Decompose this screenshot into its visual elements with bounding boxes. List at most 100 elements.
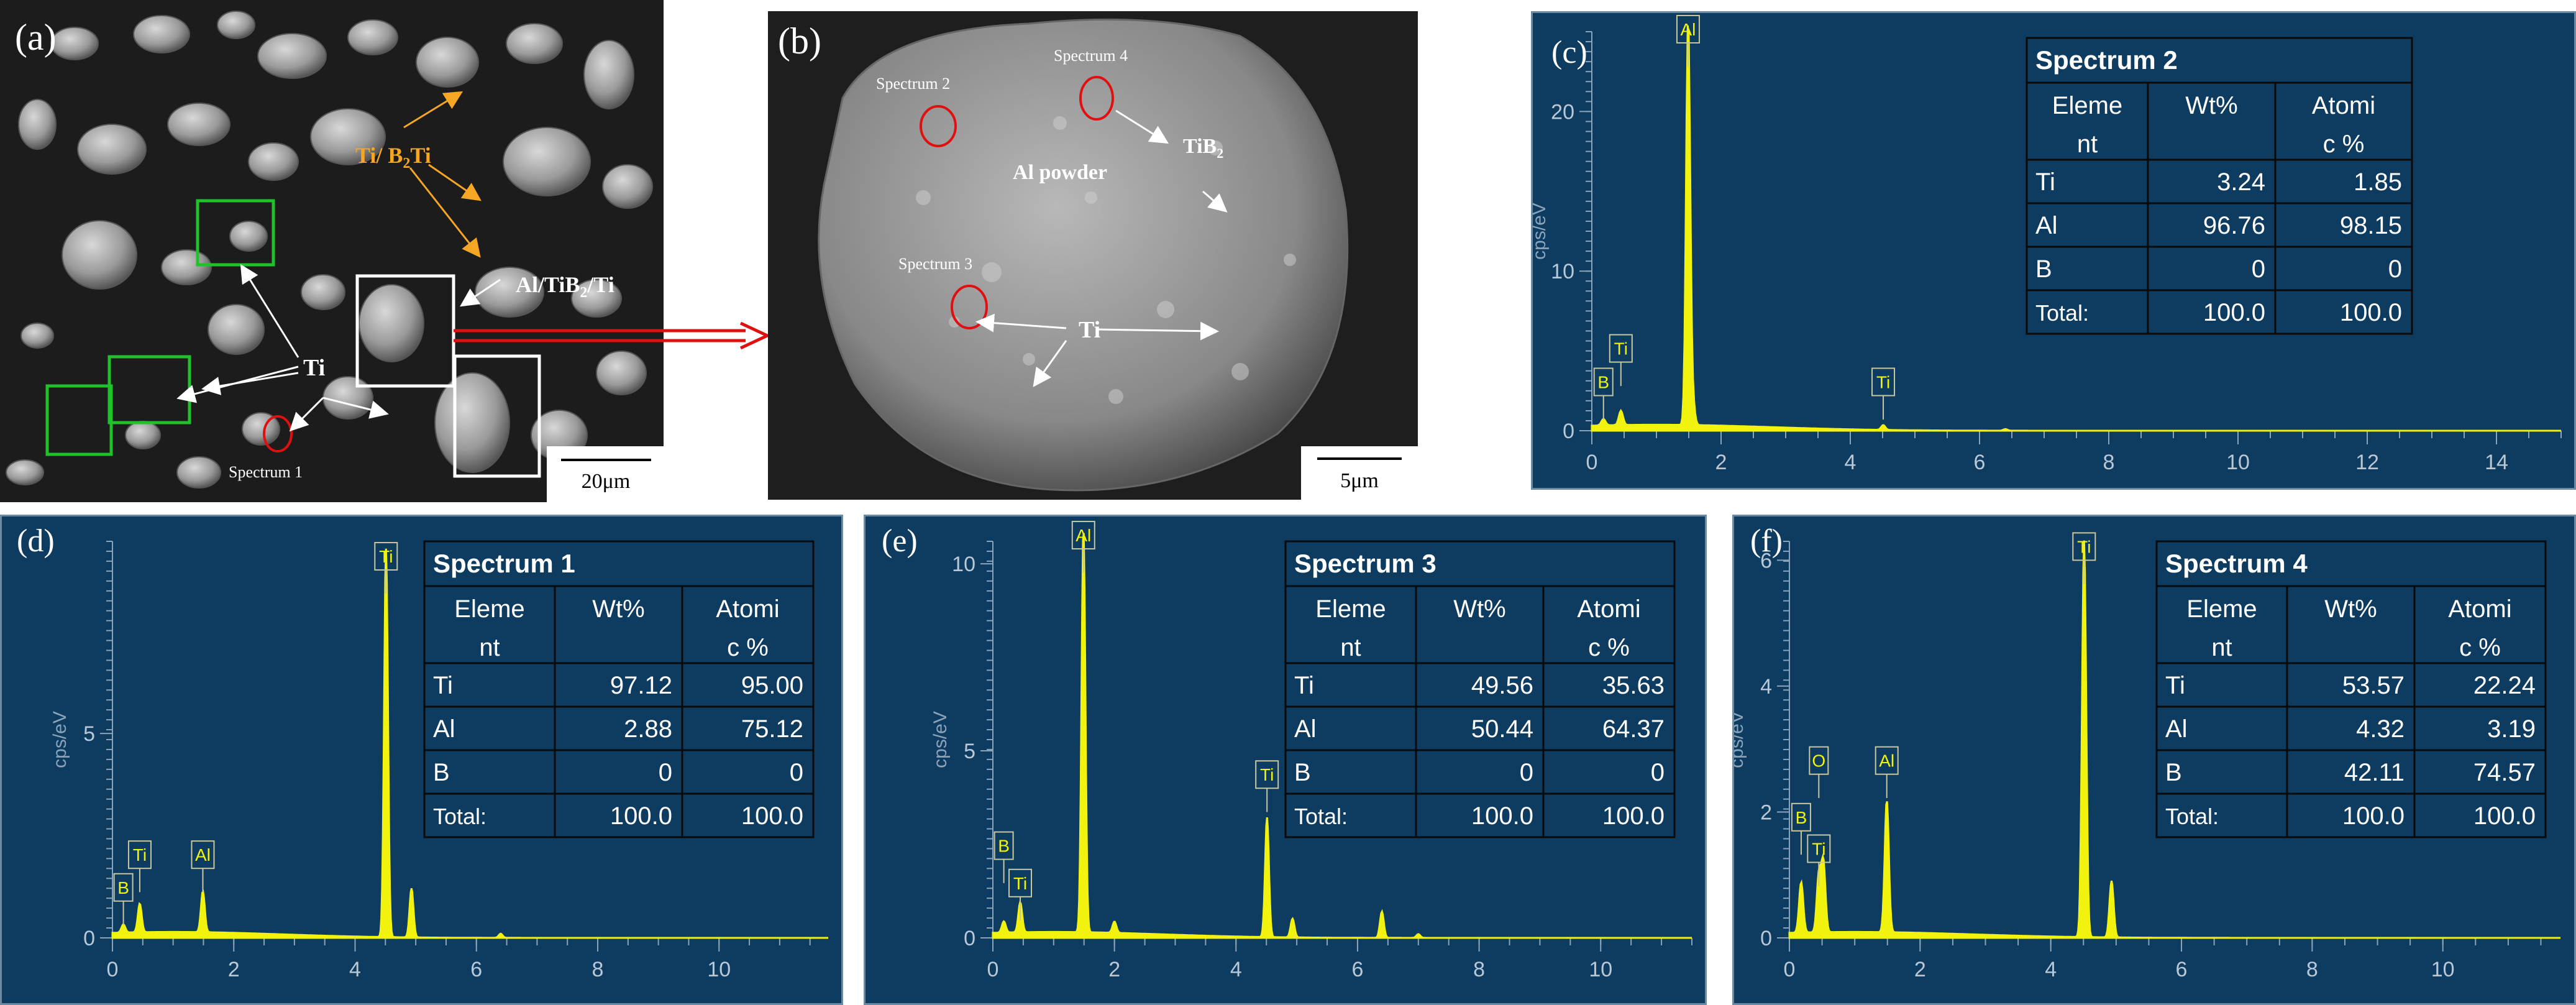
x-tick-label: 2 bbox=[1715, 451, 1727, 474]
peak-label-text: O bbox=[1812, 751, 1825, 771]
table-cell: 1.85 bbox=[2354, 168, 2402, 196]
table-cell: 64.37 bbox=[1602, 715, 1665, 743]
peak-label-box bbox=[1809, 746, 1829, 775]
peak-label: B bbox=[1791, 802, 1811, 855]
table-header: Eleme bbox=[2052, 92, 2122, 119]
table-cell: 0 bbox=[1651, 759, 1665, 786]
peak-label-box bbox=[1807, 834, 1831, 863]
table-header: Atomi bbox=[2312, 92, 2375, 119]
x-tick-label: 14 bbox=[2485, 451, 2508, 474]
table-cell: 0 bbox=[790, 759, 803, 786]
y-axis-label: cps/eV bbox=[1734, 711, 1747, 768]
table-cell: 75.12 bbox=[741, 715, 803, 743]
peak-label-box bbox=[1255, 760, 1279, 789]
spectrum-trace bbox=[111, 548, 828, 939]
table-cell: 0 bbox=[1520, 759, 1533, 786]
label-ti: Ti bbox=[303, 355, 325, 381]
y-tick-label: 10 bbox=[1551, 260, 1574, 283]
table-cell: Ti bbox=[433, 672, 453, 699]
table-header: Atomi bbox=[2448, 595, 2511, 623]
table-cell: 98.15 bbox=[2340, 212, 2402, 239]
table-cell: Total: bbox=[433, 804, 486, 829]
eds-chart-c: (c)0 2 4 6 8 10 12 1401020cps/eVBTiAlTiSpectrum… bbox=[1533, 14, 2562, 474]
peak-label-box bbox=[2072, 532, 2096, 561]
table-cell: 97.12 bbox=[610, 672, 672, 699]
sem-image-a: (a) Ti/ B2Ti Al/TiB2/Ti Ti Spectrum 1 20… bbox=[0, 0, 664, 502]
eds-panel-d: (d) 0 2 4 6 8 10 0 5 cps/eV B Ti Al Ti Spectrum 1 Eleme… bbox=[0, 515, 843, 1005]
sem-panel-a: (a) Ti/ B2Ti Al/TiB2/Ti Ti Spectrum 1 20… bbox=[0, 0, 664, 502]
eds-panel-e: (e) 0 2 4 6 8 10 0 5 10 cps/eV B Ti Al Ti Spectrum 3 Ele… bbox=[864, 515, 1707, 1005]
x-tick-label: 0 bbox=[1586, 451, 1598, 474]
white-arrows-b bbox=[975, 109, 1228, 387]
peak-label: O bbox=[1809, 746, 1829, 798]
spectrum-trace bbox=[992, 533, 1692, 939]
scale-bar-b-box bbox=[1301, 446, 1418, 500]
y-tick-label: 0 bbox=[83, 927, 95, 950]
table-cell: 35.63 bbox=[1602, 672, 1665, 699]
spectrum1-marker bbox=[263, 415, 293, 452]
spectrum-trace bbox=[1591, 25, 2561, 432]
table-header: Eleme bbox=[1315, 595, 1386, 623]
peak-label-text: Al bbox=[1681, 20, 1696, 39]
table-frame bbox=[1284, 540, 1676, 838]
peak-label-box bbox=[1871, 367, 1896, 397]
composition-table: Spectrum 3 Eleme nt Wt% Atomi c % Ti 49.56 35.63… bbox=[1284, 540, 1676, 838]
zoom-arrow bbox=[454, 321, 770, 350]
y-tick-label: 0 bbox=[1563, 420, 1574, 443]
y-tick-label: 5 bbox=[964, 740, 975, 763]
table-cell: Ti bbox=[2035, 168, 2055, 196]
x-tick-label: 6 bbox=[1974, 451, 1986, 474]
table-cell: 100.0 bbox=[2473, 802, 2536, 830]
x-tick-label: 6 bbox=[470, 958, 482, 981]
peak-label-text: B bbox=[1796, 808, 1807, 827]
y-tick-label: 4 bbox=[1760, 675, 1772, 699]
table-cell: 95.00 bbox=[741, 672, 803, 699]
table-cell: Total: bbox=[2165, 804, 2219, 829]
peak-label-box bbox=[374, 542, 398, 571]
peak-label-text: Al bbox=[1076, 526, 1091, 545]
table-cell: 100.0 bbox=[2203, 299, 2265, 326]
peak-label-box bbox=[1676, 14, 1700, 44]
peak-label-text: B bbox=[117, 878, 129, 897]
table-header: Eleme bbox=[454, 595, 524, 623]
x-tick-label: 10 bbox=[2431, 958, 2455, 981]
y-tick-label: 10 bbox=[952, 553, 975, 576]
table-header: nt bbox=[2077, 131, 2098, 158]
spectrum-markers-b bbox=[920, 76, 1114, 329]
orange-arrows bbox=[403, 91, 482, 258]
table-cell: B bbox=[1294, 759, 1311, 786]
table-header: Wt% bbox=[592, 595, 644, 623]
x-tick-label: 8 bbox=[1473, 958, 1485, 981]
peak-label-box bbox=[1875, 746, 1899, 775]
table-cell: 100.0 bbox=[610, 802, 672, 830]
table-cell: 2.88 bbox=[624, 715, 672, 743]
table-header: Atomi bbox=[1577, 595, 1640, 623]
table-cell: Ti bbox=[1294, 672, 1314, 699]
table-header: Eleme bbox=[2186, 595, 2257, 623]
composition-table: Spectrum 4 Eleme nt Wt% Atomi c % Ti 53.57 22.24… bbox=[2155, 540, 2547, 838]
peak-label-text: Al bbox=[195, 845, 211, 865]
table-cell: B bbox=[2035, 255, 2052, 283]
x-tick-label: 0 bbox=[1784, 958, 1796, 981]
sem-image-b: (b) Spectrum 2 Spectrum 4 Spectrum 3 Al … bbox=[768, 11, 1418, 500]
peak-label-text: Al bbox=[1879, 751, 1894, 771]
peak-label-text: Ti bbox=[1614, 339, 1628, 359]
table-header: nt bbox=[479, 634, 500, 661]
peak-label-box bbox=[1791, 802, 1811, 832]
y-axis-label: cps/eV bbox=[50, 711, 70, 768]
x-tick-label: 0 bbox=[107, 958, 119, 981]
table-cell: 100.0 bbox=[2342, 802, 2405, 830]
table-header: Wt% bbox=[2324, 595, 2377, 623]
peak-label-box bbox=[1593, 367, 1614, 397]
x-tick-label: 2 bbox=[228, 958, 240, 981]
x-tick-label: 8 bbox=[2103, 451, 2115, 474]
table-cell: Total: bbox=[2035, 300, 2089, 326]
peak-label-text: Ti bbox=[2077, 537, 2091, 556]
y-tick-label: 2 bbox=[1760, 801, 1772, 824]
x-tick-label: 4 bbox=[1230, 958, 1242, 981]
peak-label: B bbox=[1593, 367, 1614, 420]
table-title: Spectrum 1 bbox=[433, 549, 575, 578]
table-cell: 0 bbox=[2388, 255, 2402, 283]
table-cell: Al bbox=[2165, 715, 2188, 743]
